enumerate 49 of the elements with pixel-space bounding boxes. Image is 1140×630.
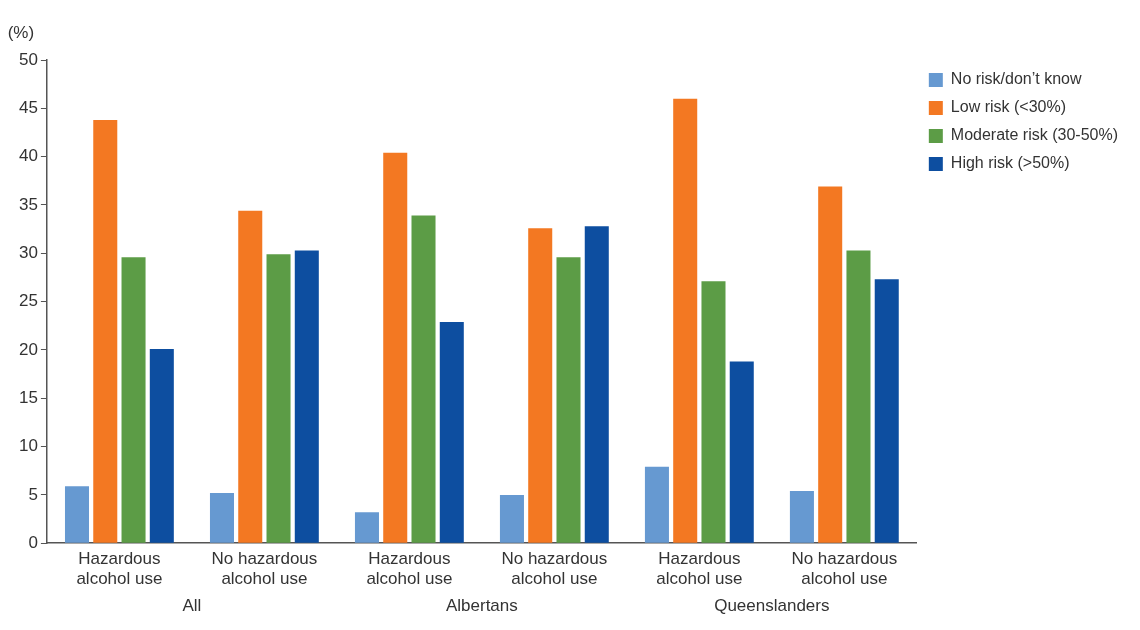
y-tick-label: 30: [18, 242, 38, 262]
bar: [121, 257, 146, 543]
y-axis-title: (%): [7, 23, 35, 43]
y-tick-label: 25: [18, 291, 38, 311]
y-tick-label: 40: [18, 146, 38, 166]
x-tick-label: Hazardous alcohol use: [76, 549, 163, 589]
bar: [294, 250, 319, 543]
x-tick-label: No hazardous alcohol use: [211, 549, 318, 589]
y-tick-label: 35: [18, 194, 38, 214]
bar: [439, 321, 464, 543]
bar: [411, 215, 436, 543]
y-tick-label: 15: [18, 387, 38, 407]
y-tick-label: 50: [18, 49, 38, 69]
y-tick-label: 10: [18, 436, 38, 456]
bar: [528, 228, 553, 543]
bar: [644, 466, 669, 543]
bar: [584, 226, 609, 543]
bar: [149, 348, 174, 543]
bar: [383, 152, 408, 543]
legend-label: No risk/don’t know: [950, 70, 1082, 88]
bar: [64, 486, 90, 543]
text: All: [182, 596, 202, 616]
y-tick-label: 20: [18, 339, 38, 359]
x-tick-label: Hazardous alcohol use: [366, 549, 453, 589]
bar: [789, 491, 814, 543]
bar: [209, 492, 234, 543]
bar: [729, 361, 754, 543]
legend-label: Low risk (<30%): [950, 98, 1066, 116]
bar: [266, 254, 291, 543]
x-tick-label: No hazardous alcohol use: [501, 549, 608, 589]
bar: [818, 186, 843, 543]
bar: [556, 257, 581, 543]
y-tick-label: 5: [28, 484, 38, 504]
legend-label: High risk (>50%): [950, 154, 1070, 172]
y-tick-label: 0: [28, 532, 38, 552]
bar: [846, 250, 871, 543]
bar: [499, 494, 524, 543]
legend-label: Moderate risk (30-50%): [950, 126, 1118, 144]
x-tick-label: Hazardous alcohol use: [656, 549, 743, 589]
bar: [238, 210, 263, 543]
bar: [874, 279, 899, 543]
text: Albertans: [445, 596, 518, 616]
bar: [354, 512, 379, 543]
bar: [701, 281, 726, 543]
y-tick-label: 45: [18, 98, 38, 118]
bar: [673, 98, 698, 543]
bar: [93, 119, 118, 543]
x-tick-label: No hazardous alcohol use: [791, 549, 898, 589]
text: Queenslanders: [714, 596, 830, 616]
